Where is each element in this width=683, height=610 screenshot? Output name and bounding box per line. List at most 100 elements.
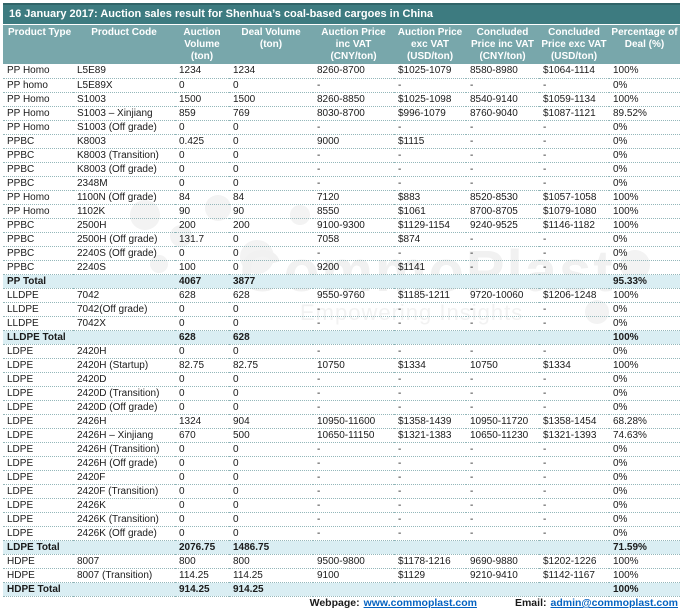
cell-product-code: 2420F [73, 470, 175, 485]
cell-auction-price-inc-vat: - [313, 148, 394, 163]
cell-auction-price-exc-vat: $1025-1098 [394, 92, 466, 107]
cell-auction-price-inc-vat: - [313, 484, 394, 499]
cell-product-code: 2420D (Transition) [73, 386, 175, 401]
cell-percentage-of-deal: 0% [609, 526, 680, 541]
webpage-label: Webpage: [309, 597, 360, 609]
cell-concluded-price-inc-vat: - [466, 260, 539, 275]
webpage-link[interactable]: www.commoplast.com [363, 597, 477, 609]
cell-product-type: HDPE Total [3, 582, 73, 597]
cell-concluded-price-exc-vat: - [539, 78, 609, 93]
email-link[interactable]: admin@commoplast.com [550, 597, 678, 609]
cell-auction-price-inc-vat: - [313, 120, 394, 135]
table-row: PP Homo L5E89 1234 1234 8260-8700 $1025-1079 8… [3, 64, 680, 79]
report-title: 16 January 2017: Auction sales result fo… [3, 3, 680, 25]
cell-product-code: 2420H [73, 344, 175, 359]
table-row: PP Homo S1003 – Xinjiang 859 769 8030-8700 $9… [3, 106, 680, 121]
column-header: Auction Volume (ton) [175, 25, 229, 64]
cell-concluded-price-exc-vat: - [539, 470, 609, 485]
cell-percentage-of-deal: 100% [609, 92, 680, 107]
cell-auction-price-inc-vat: - [313, 162, 394, 177]
cell-deal-volume: 0 [229, 484, 313, 499]
cell-auction-volume: 200 [175, 218, 229, 233]
cell-concluded-price-inc-vat: - [466, 120, 539, 135]
cell-auction-price-inc-vat [313, 274, 394, 289]
cell-auction-volume: 0 [175, 386, 229, 401]
cell-product-code: 2426H (Off grade) [73, 456, 175, 471]
cell-product-code: 2426K [73, 498, 175, 513]
cell-concluded-price-inc-vat: 8540-9140 [466, 92, 539, 107]
cell-auction-volume: 800 [175, 554, 229, 569]
cell-product-code: 2426H (Transition) [73, 442, 175, 457]
cell-product-type: PP Homo [3, 64, 73, 79]
table-row: LDPE 2420D 0 0- - - -0% [3, 372, 680, 387]
cell-auction-volume: 82.75 [175, 358, 229, 373]
cell-percentage-of-deal: 0% [609, 176, 680, 191]
cell-deal-volume: 0 [229, 470, 313, 485]
cell-concluded-price-inc-vat: - [466, 526, 539, 541]
cell-percentage-of-deal: 0% [609, 246, 680, 261]
cell-deal-volume: 1500 [229, 92, 313, 107]
cell-auction-volume: 100 [175, 260, 229, 275]
cell-deal-volume: 3877 [229, 274, 313, 289]
cell-auction-volume: 0 [175, 148, 229, 163]
cell-auction-volume: 4067 [175, 274, 229, 289]
cell-concluded-price-inc-vat [466, 274, 539, 289]
cell-percentage-of-deal: 100% [609, 218, 680, 233]
cell-auction-volume: 0 [175, 470, 229, 485]
cell-percentage-of-deal: 0% [609, 470, 680, 485]
cell-concluded-price-exc-vat: - [539, 260, 609, 275]
cell-auction-price-exc-vat: - [394, 442, 466, 457]
cell-product-type: LDPE [3, 442, 73, 457]
cell-product-code: L5E89X [73, 78, 175, 93]
cell-percentage-of-deal: 100% [609, 288, 680, 303]
cell-concluded-price-exc-vat: $1079-1080 [539, 204, 609, 219]
cell-concluded-price-exc-vat [539, 540, 609, 555]
cell-concluded-price-exc-vat: $1206-1248 [539, 288, 609, 303]
cell-auction-volume: 628 [175, 288, 229, 303]
cell-percentage-of-deal: 0% [609, 134, 680, 149]
cell-concluded-price-exc-vat: - [539, 456, 609, 471]
cell-auction-price-exc-vat: $1358-1439 [394, 414, 466, 429]
cell-auction-volume: 0 [175, 526, 229, 541]
total-row: PP Total 4067 3877 95.33% [3, 274, 680, 289]
table-row: PPBC 2240S (Off grade) 0 0- - - -0% [3, 246, 680, 261]
cell-auction-price-inc-vat: 9500-9800 [313, 554, 394, 569]
cell-deal-volume: 0 [229, 316, 313, 331]
cell-concluded-price-exc-vat [539, 274, 609, 289]
cell-product-code [73, 274, 175, 289]
cell-deal-volume: 0 [229, 246, 313, 261]
cell-percentage-of-deal: 0% [609, 484, 680, 499]
cell-deal-volume: 500 [229, 428, 313, 443]
cell-auction-price-exc-vat [394, 330, 466, 345]
cell-auction-price-inc-vat: - [313, 78, 394, 93]
cell-concluded-price-exc-vat: - [539, 148, 609, 163]
cell-concluded-price-exc-vat: $1146-1182 [539, 218, 609, 233]
cell-concluded-price-exc-vat: - [539, 162, 609, 177]
total-row: LDPE Total 2076.75 1486.75 71.59% [3, 540, 680, 555]
cell-auction-price-inc-vat: - [313, 246, 394, 261]
cell-auction-price-inc-vat: 7058 [313, 232, 394, 247]
cell-percentage-of-deal: 100% [609, 568, 680, 583]
cell-product-type: LDPE [3, 386, 73, 401]
cell-concluded-price-inc-vat: - [466, 344, 539, 359]
cell-deal-volume: 0 [229, 78, 313, 93]
cell-auction-price-inc-vat: - [313, 400, 394, 415]
cell-concluded-price-inc-vat: 9210-9410 [466, 568, 539, 583]
cell-product-type: PP Homo [3, 204, 73, 219]
cell-concluded-price-exc-vat: - [539, 400, 609, 415]
cell-auction-price-exc-vat: - [394, 512, 466, 527]
cell-product-code: 2420F (Transition) [73, 484, 175, 499]
table-row: LDPE 2426K (Transition) 0 0- - - -0% [3, 512, 680, 527]
cell-concluded-price-exc-vat: - [539, 302, 609, 317]
cell-auction-volume: 1324 [175, 414, 229, 429]
column-header: Concluded Price inc VAT (CNY/ton) [466, 25, 539, 64]
cell-auction-price-exc-vat: $1025-1079 [394, 64, 466, 79]
cell-auction-price-inc-vat: 8550 [313, 204, 394, 219]
cell-auction-price-inc-vat: - [313, 498, 394, 513]
cell-concluded-price-inc-vat: - [466, 302, 539, 317]
cell-auction-price-inc-vat: - [313, 442, 394, 457]
table-row: LDPE 2420F (Transition) 0 0- - - -0% [3, 484, 680, 499]
cell-auction-price-inc-vat: - [313, 344, 394, 359]
table-row: LLDPE 7042X 0 0- - - -0% [3, 316, 680, 331]
cell-product-type: PPBC [3, 218, 73, 233]
